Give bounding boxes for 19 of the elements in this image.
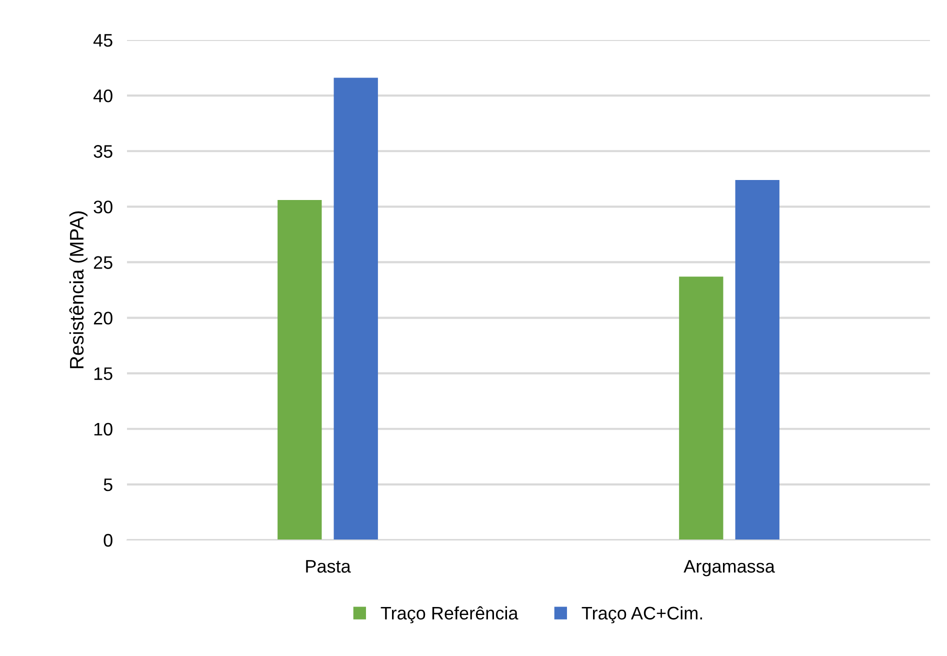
y-tick-label: 0: [104, 534, 112, 547]
x-tick-label: Argamassa: [684, 560, 775, 576]
y-tick-label: 35: [94, 145, 112, 158]
bar: [735, 180, 780, 540]
bar: [278, 200, 322, 540]
y-tick-label: 25: [94, 256, 112, 269]
y-tick-label: 10: [94, 422, 112, 436]
y-tick-label: 20: [94, 312, 112, 324]
y-tick-label: 5: [104, 478, 112, 492]
x-tick-label: Pasta: [306, 560, 351, 573]
y-tick-label: 15: [94, 367, 112, 380]
bar: [334, 78, 378, 540]
y-axis-title: Resistência (MPA): [69, 211, 88, 368]
legend-label: Traço Referência: [380, 606, 518, 624]
bar: [679, 276, 724, 540]
y-tick-label: 45: [93, 34, 112, 47]
y-tick-label: 40: [93, 89, 112, 102]
y-tick-label: 30: [94, 200, 112, 214]
legend-label: Traço AC+Cim.: [582, 606, 702, 624]
